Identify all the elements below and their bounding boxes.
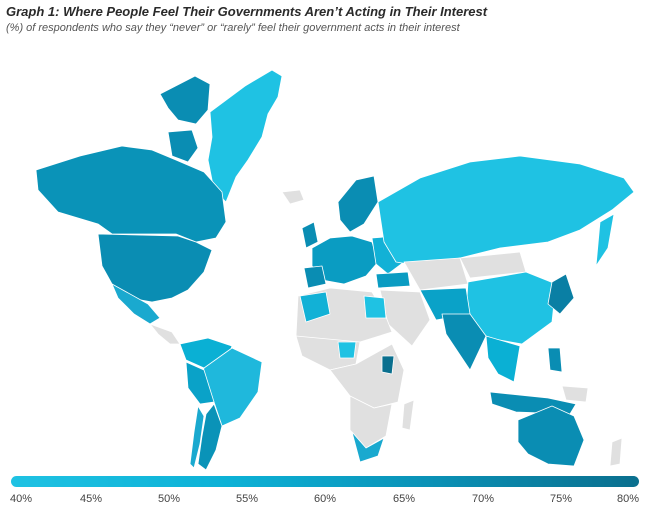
australia [517, 405, 585, 467]
legend-ticks: 40% 45% 50% 55% 60% 65% 70% 75% 80% [0, 493, 650, 509]
peru-bolivia [185, 361, 215, 405]
egypt [363, 295, 387, 319]
greenland [207, 69, 283, 203]
nigeria [337, 341, 357, 359]
uk-ireland [301, 221, 319, 249]
papua [561, 385, 589, 403]
middle-east [379, 289, 431, 347]
legend-tick-label: 70% [471, 493, 495, 505]
philippines [547, 347, 563, 373]
legend-tick-label: 60% [313, 493, 337, 505]
new-zealand [609, 437, 623, 467]
baffin-island [167, 129, 199, 163]
legend-tick-label: 50% [157, 493, 181, 505]
turkey [375, 271, 411, 289]
legend-tick-label: 65% [392, 493, 416, 505]
arctic-islands [159, 75, 211, 125]
kenya [381, 355, 395, 375]
legend-tick-label: 75% [549, 493, 573, 505]
legend-tick-label: 45% [79, 493, 103, 505]
central-america [149, 323, 181, 345]
scandinavia [337, 175, 379, 233]
spain-portugal [303, 265, 327, 289]
usa [97, 233, 213, 303]
kamchatka [595, 213, 615, 267]
southeast-asia [485, 335, 521, 383]
world-map [35, 69, 635, 471]
chile [189, 405, 205, 469]
legend-tick-label: 40% [9, 493, 33, 505]
india [441, 313, 487, 371]
southern-africa [349, 395, 393, 449]
canada-alaska [35, 145, 227, 243]
chart-subtitle: (%) of respondents who say they “never” … [6, 22, 460, 34]
russia [377, 155, 635, 267]
south-africa [351, 431, 385, 463]
madagascar [401, 399, 415, 431]
japan-korea [547, 273, 575, 315]
morocco-algeria [299, 291, 331, 323]
legend-tick-label: 80% [616, 493, 640, 505]
legend-color-scale [11, 476, 639, 487]
legend-tick-label: 55% [235, 493, 259, 505]
argentina [197, 403, 223, 471]
chart-title: Graph 1: Where People Feel Their Governm… [6, 4, 488, 19]
iceland [281, 189, 305, 205]
kazakhstan [403, 257, 469, 291]
